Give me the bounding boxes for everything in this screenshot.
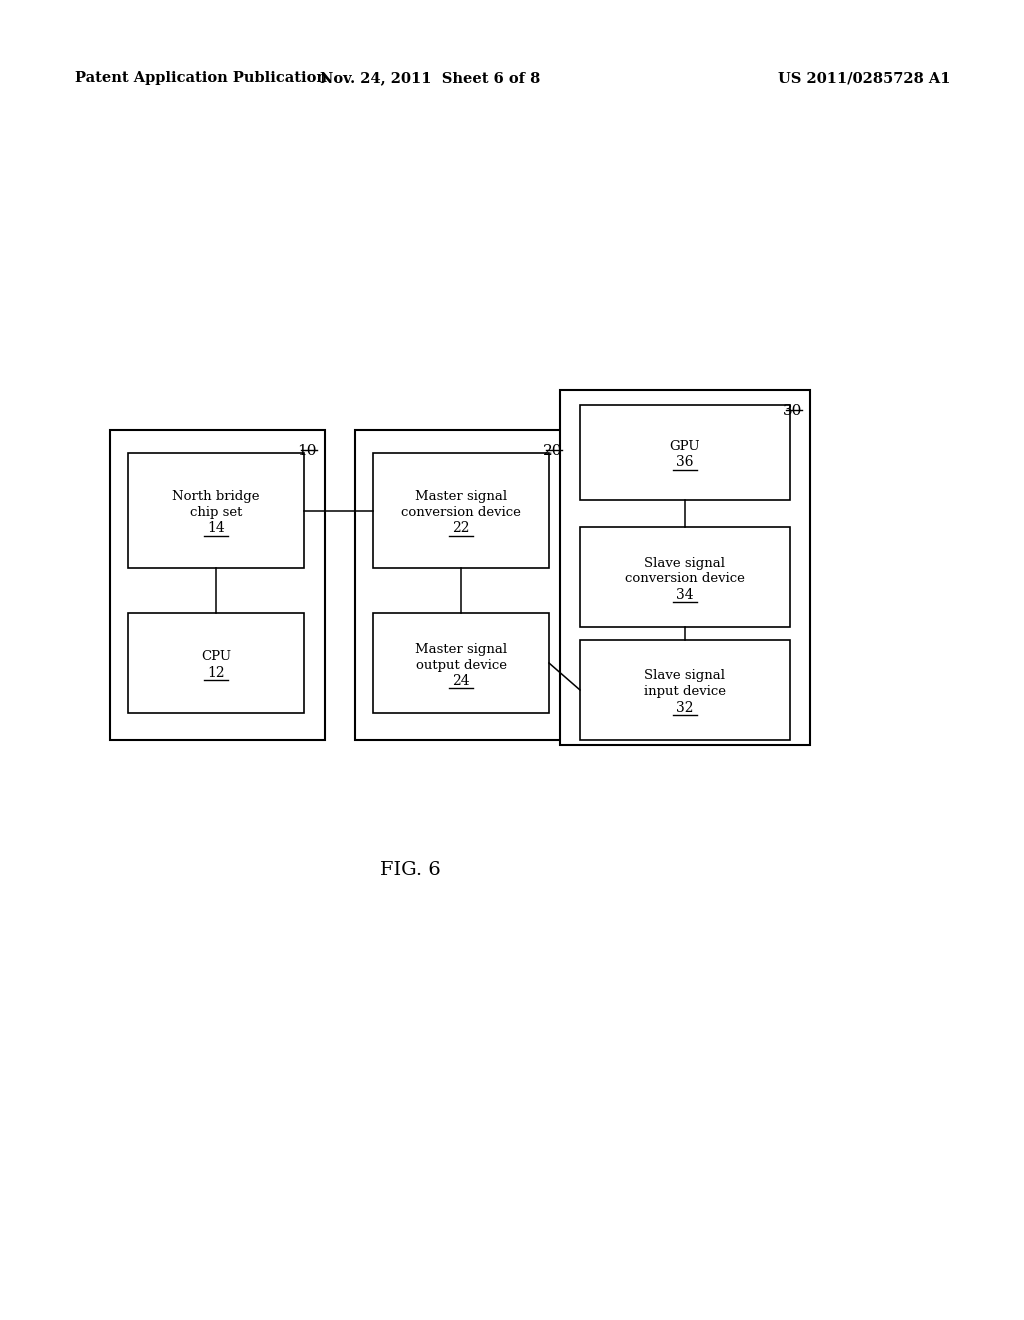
Text: input device: input device	[644, 685, 726, 698]
Text: chip set: chip set	[189, 506, 243, 519]
Bar	[355, 430, 570, 741]
Text: 34: 34	[676, 587, 694, 602]
Bar	[110, 430, 325, 741]
Bar	[580, 405, 790, 500]
Text: GPU: GPU	[670, 440, 700, 453]
Text: Slave signal: Slave signal	[644, 557, 725, 569]
Text: US 2011/0285728 A1: US 2011/0285728 A1	[777, 71, 950, 84]
Text: North bridge: North bridge	[172, 490, 260, 503]
Text: Nov. 24, 2011  Sheet 6 of 8: Nov. 24, 2011 Sheet 6 of 8	[319, 71, 540, 84]
Bar	[128, 612, 304, 713]
Text: Patent Application Publication: Patent Application Publication	[75, 71, 327, 84]
Text: 20: 20	[543, 444, 562, 458]
Text: 36: 36	[676, 455, 693, 470]
Text: Master signal: Master signal	[415, 490, 507, 503]
Bar	[560, 389, 810, 744]
Text: 22: 22	[453, 521, 470, 536]
Text: Master signal: Master signal	[415, 643, 507, 656]
Text: 24: 24	[453, 675, 470, 688]
Bar	[128, 453, 304, 568]
Text: 12: 12	[207, 667, 225, 680]
Bar	[580, 527, 790, 627]
Text: 30: 30	[782, 404, 802, 418]
Bar	[373, 612, 549, 713]
Bar	[373, 453, 549, 568]
Text: FIG. 6: FIG. 6	[380, 861, 440, 879]
Text: Slave signal: Slave signal	[644, 669, 725, 682]
Text: CPU: CPU	[201, 651, 231, 664]
Text: 14: 14	[207, 521, 225, 536]
Text: conversion device: conversion device	[625, 573, 744, 586]
Text: 10: 10	[298, 444, 317, 458]
Bar	[580, 640, 790, 741]
Text: conversion device: conversion device	[401, 506, 521, 519]
Text: 32: 32	[676, 701, 693, 715]
Text: output device: output device	[416, 659, 507, 672]
